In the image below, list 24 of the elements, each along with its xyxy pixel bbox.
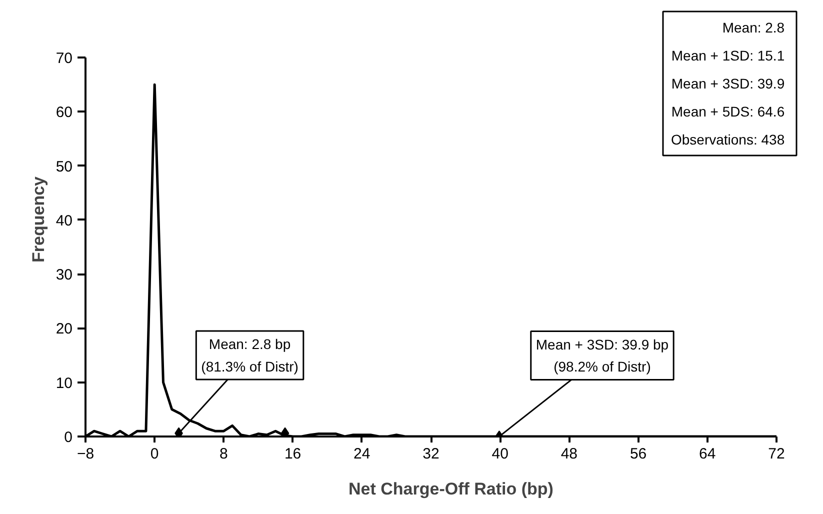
y-tick-label: 30 [56, 266, 73, 284]
x-tick-label: 24 [354, 446, 370, 462]
y-tick-label: 20 [56, 320, 73, 338]
y-tick-label: 70 [56, 50, 73, 67]
x-tick-label: 0 [150, 446, 159, 462]
y-tick-label: 60 [56, 104, 73, 122]
y-tick-label: 0 [64, 429, 72, 446]
x-tick-label: 16 [284, 446, 302, 462]
annotation: Mean: 2.8 Mean + 1SD: 15.1 Mean + 3SD: 39.9 Mean + 5DS: 64.6 Observations: 438 [670, 20, 785, 148]
x-tick-label: 64 [699, 446, 716, 462]
x-tick-label: 72 [768, 446, 785, 462]
x-tick-label: 48 [560, 446, 578, 462]
y-tick-label: 50 [56, 158, 73, 176]
annotation: Mean + 3SD: 39.9 bp (98.2% of Distr) [536, 336, 669, 375]
x-axis-title: Net Charge-Off Ratio (bp) [348, 480, 554, 498]
y-axis-title: Frequency [28, 176, 48, 262]
x-tick-label: 8 [220, 446, 228, 462]
annotation: Mean: 2.8 bp (81.3% of Distr) [201, 336, 298, 374]
x-tick-label: 56 [630, 446, 647, 462]
x-tick-label: 40 [492, 446, 508, 462]
y-tick-label: 40 [56, 212, 73, 230]
y-tick-label: 10 [56, 374, 73, 392]
x-tick-label: −8 [76, 446, 94, 462]
x-tick-label: 32 [422, 446, 440, 462]
